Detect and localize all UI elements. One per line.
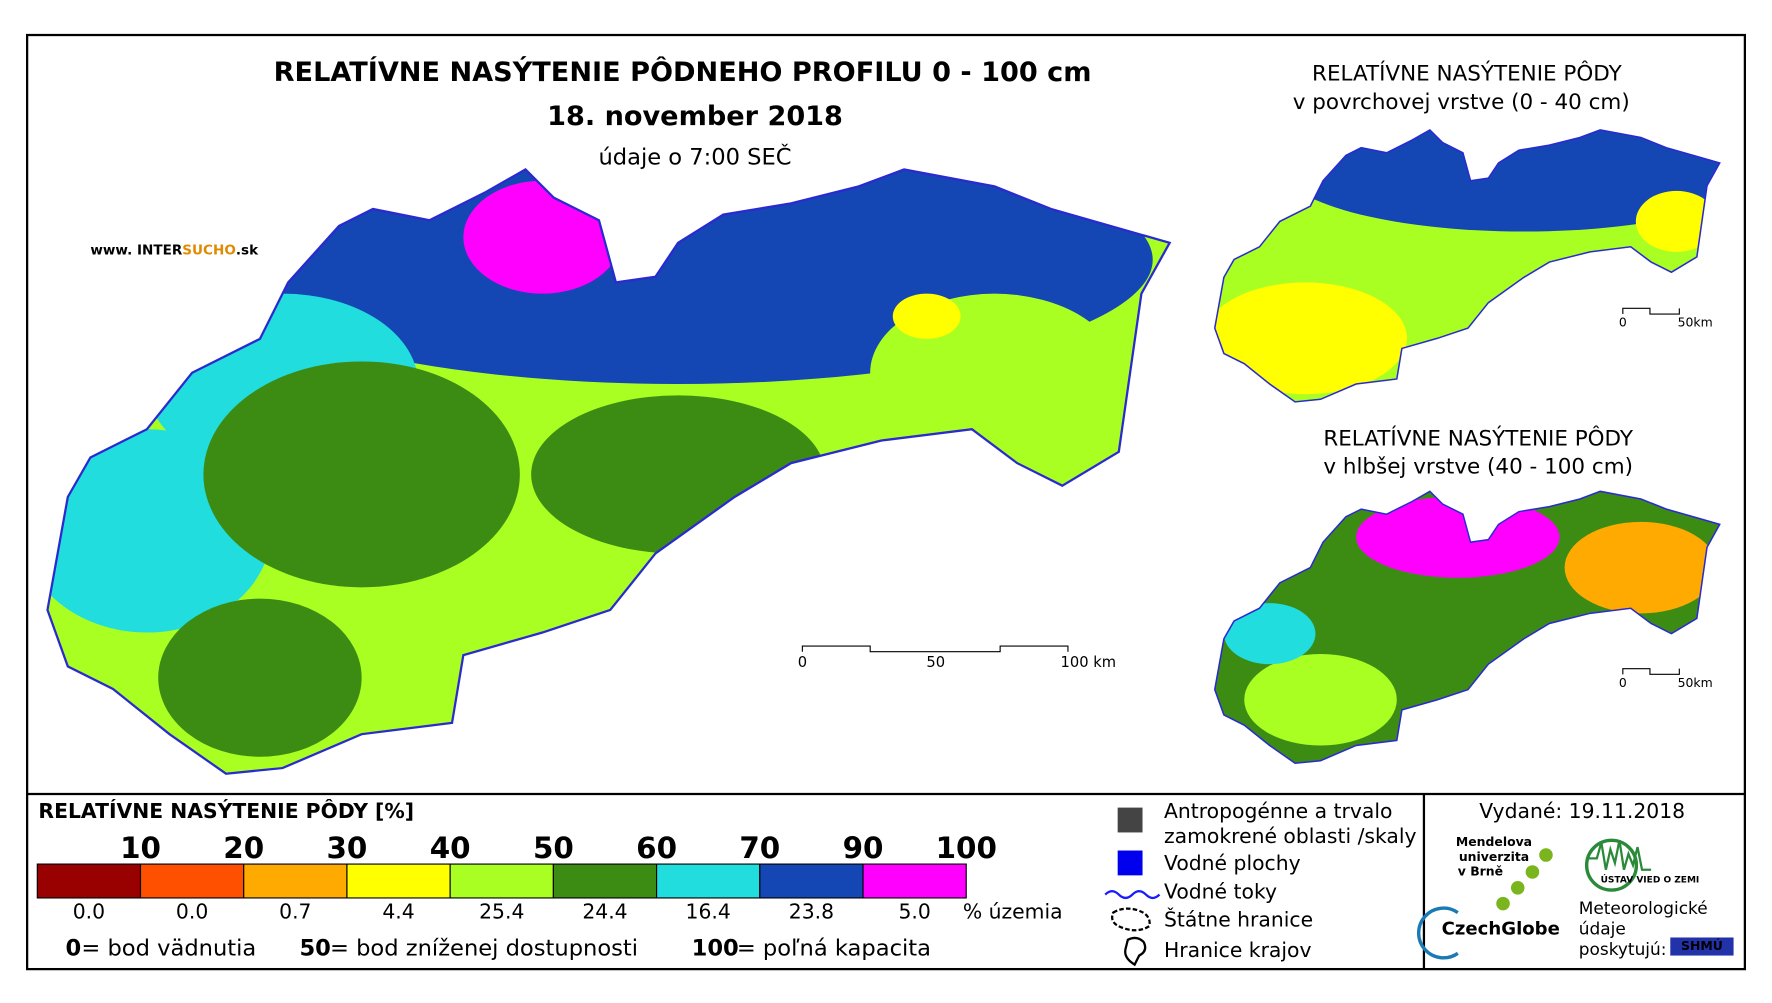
symbol-water [1117, 850, 1143, 876]
inset-title: RELATÍVNE NASÝTENIE PÔDY [1323, 425, 1634, 451]
legend-share: 25.4 [479, 900, 524, 924]
legend-swatch [346, 863, 451, 899]
scale-label: 50km [1678, 675, 1713, 690]
title: RELATÍVNE NASÝTENIE PÔDNEHO PROFILU 0 - … [274, 56, 1092, 88]
legend-swatch [243, 863, 348, 899]
logo-text: CzechGlobe [1442, 919, 1560, 940]
legend-swatch [36, 863, 142, 899]
symbol-label: Vodné toky [1164, 879, 1277, 903]
logo-text: v Brně [1458, 863, 1503, 878]
legend-threshold: 10 [120, 831, 161, 865]
legend-threshold: 100 [936, 831, 997, 865]
frame [25, 33, 1747, 971]
symbol-label: Antropogénne a trvalo [1164, 799, 1392, 823]
scale-label: 100 km [1061, 654, 1116, 671]
meteo-text: poskytujú: [1579, 939, 1667, 959]
symbol-label: Hranice krajov [1164, 938, 1312, 962]
logo-seismo [1587, 840, 1652, 871]
legend-swatch [139, 863, 245, 899]
legend-threshold: 30 [327, 831, 368, 865]
scale-bar [801, 645, 1069, 653]
legend-swatch [656, 863, 761, 899]
legend-swatch [862, 863, 967, 899]
symbol-river [1104, 890, 1161, 900]
legend-share: 4.4 [382, 900, 414, 924]
logo-dots [1496, 848, 1553, 911]
issued: Vydané: 19.11.2018 [1479, 799, 1685, 823]
symbol-region [1124, 936, 1147, 967]
note-text: = bod vädnutia [81, 935, 256, 961]
legend-threshold: 50 [533, 831, 574, 865]
logo-circle [1584, 838, 1639, 892]
legend-unit: % územia [963, 900, 1063, 924]
scale-bar [1622, 307, 1680, 315]
meteo-text: údaje [1579, 919, 1626, 939]
legend-share: 23.8 [789, 900, 834, 924]
time-note: údaje o 7:00 SEČ [598, 143, 791, 171]
inset-subtitle: v hlbšej vrstve (40 - 100 cm) [1323, 455, 1633, 480]
shmu-text: SHMÚ [1681, 938, 1723, 953]
legend-threshold: 90 [843, 831, 884, 865]
legend-title: RELATÍVNE NASÝTENIE PÔDY [%] [38, 798, 414, 823]
legend-share: 0.0 [73, 900, 105, 924]
legend-threshold: 70 [739, 831, 780, 865]
legend-threshold: 40 [430, 831, 471, 865]
scale-bar [1622, 668, 1680, 675]
note-value: 0 [66, 935, 82, 961]
symbol-label: Štátne hranice [1164, 907, 1313, 932]
website-part: .sk [236, 243, 259, 259]
legend-share: 0.7 [279, 900, 311, 924]
main-map [47, 169, 1170, 774]
inset-title: RELATÍVNE NASÝTENIE PÔDY [1312, 61, 1623, 87]
scale-label: 0 [1619, 315, 1627, 330]
logo-text: univerzita [1459, 849, 1529, 864]
symbol-state [1111, 907, 1151, 932]
legend-threshold: 20 [223, 831, 264, 865]
legend-share: 5.0 [898, 900, 930, 924]
meteo-text: Meteorologické [1579, 898, 1708, 918]
website-part: www. INTER [90, 243, 182, 259]
logo-text: Mendelova [1456, 834, 1532, 849]
scale-label: 50km [1678, 315, 1713, 330]
scale-label: 0 [798, 654, 807, 671]
legend-threshold: 60 [636, 831, 677, 865]
note-text: = bod zníženej dostupnosti [330, 935, 638, 961]
legend-swatch [552, 863, 658, 899]
note-value: 50 [299, 935, 330, 961]
date: 18. november 2018 [547, 101, 843, 132]
note-value: 100 [692, 935, 739, 961]
legend-share: 0.0 [176, 900, 208, 924]
website: www. INTERSUCHO.sk [90, 243, 259, 259]
inset-map-bottom [1213, 490, 1721, 765]
scale-label: 0 [1619, 675, 1627, 690]
symbol-label: zamokrené oblasti /skaly [1164, 824, 1417, 848]
logo-arc [1417, 906, 1459, 960]
legend-swatch [759, 863, 864, 899]
legend-share: 16.4 [686, 900, 731, 924]
inset-subtitle: v povrchovej vrstve (0 - 40 cm) [1293, 90, 1630, 115]
symbol-anthro [1117, 807, 1143, 833]
legend-share: 24.4 [582, 900, 627, 924]
note-text: = poľná kapacita [737, 935, 931, 961]
symbol-label: Vodné plochy [1164, 851, 1301, 875]
legend-bins: 10 0.0 20 0.0 30 0.7 40 4.4 50 25.4 60 24.4 70 16.4 90… [36, 831, 997, 924]
logo-text: ÚSTAV VIED O ZEMI [1601, 873, 1700, 885]
website-part: SUCHO [182, 243, 236, 259]
scale-label: 50 [926, 654, 945, 671]
legend-swatch [449, 863, 554, 899]
shmu-logo [1670, 937, 1734, 956]
inset-map-top [1213, 129, 1721, 403]
